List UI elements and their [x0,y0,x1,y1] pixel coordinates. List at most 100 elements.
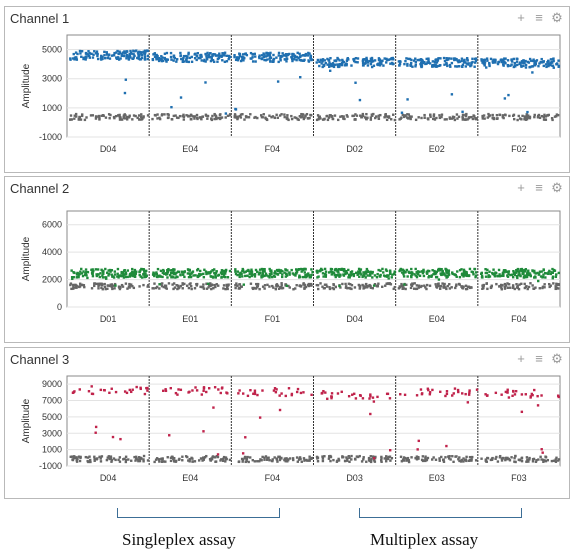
data-point [257,273,261,276]
data-point [307,284,311,288]
data-point [249,388,252,392]
menu-icon[interactable]: ≡ [535,351,543,366]
data-point [209,59,213,63]
data-point [474,271,478,274]
data-point [108,268,112,272]
data-point [195,58,198,62]
data-point [512,65,516,69]
data-point [168,273,172,277]
data-point [516,118,519,122]
data-point [220,458,223,461]
data-point [517,270,521,273]
menu-icon[interactable]: ≡ [535,180,543,195]
data-point [350,458,353,461]
data-point [437,267,441,271]
data-point [142,50,145,53]
data-point [167,282,171,285]
data-point [463,274,467,277]
data-point [432,114,436,118]
plus-icon[interactable]: + [517,10,525,25]
data-point [350,287,353,291]
data-point [417,284,421,287]
data-point [373,274,377,277]
data-point [298,58,301,62]
data-point [235,282,238,285]
data-point [120,270,123,274]
data-point [303,116,306,120]
gear-icon[interactable]: ⚙ [551,351,563,366]
data-point [299,114,302,118]
data-point [256,393,259,397]
data-point [484,275,488,278]
data-point [191,457,194,460]
y-tick-label: 4000 [42,247,62,257]
data-point [155,271,158,274]
data-point [113,270,117,273]
data-point [80,267,83,271]
data-point [237,392,240,395]
data-point [399,393,402,396]
data-point [128,286,131,289]
data-point [465,455,468,459]
data-point [418,274,422,277]
data-point [438,459,441,462]
data-point [173,286,177,289]
data-point [328,69,332,72]
data-point [353,286,357,289]
data-point [280,55,284,58]
data-point [112,276,116,279]
data-point [512,113,516,117]
data-point [199,285,202,289]
data-point [303,267,307,271]
data-point [233,53,236,57]
data-point [533,113,536,117]
data-point [135,456,138,460]
gear-icon[interactable]: ⚙ [551,10,563,25]
data-point [104,276,108,279]
data-point [378,63,382,67]
data-point [295,58,298,62]
data-point [467,63,470,66]
menu-icon[interactable]: ≡ [535,10,543,25]
plus-icon[interactable]: + [517,351,525,366]
data-point [72,287,75,290]
data-point [492,116,495,120]
gear-icon[interactable]: ⚙ [551,180,563,195]
data-point [117,458,120,462]
data-point [466,118,469,121]
data-point [423,60,426,64]
data-point [139,58,143,61]
data-point [191,460,194,463]
data-point [506,457,509,461]
data-point [349,287,352,290]
data-point [254,55,257,58]
negative-droplets [315,112,397,122]
data-point [88,51,91,55]
data-point [521,271,525,274]
plus-icon[interactable]: + [517,180,525,195]
data-point [465,271,468,274]
data-point [189,275,193,279]
data-point [205,55,208,58]
data-point [70,287,73,291]
data-point [345,270,348,273]
data-point [348,276,351,279]
data-point [170,58,173,61]
data-point [110,269,114,272]
data-point [69,283,72,287]
data-point [81,113,84,116]
channel-1-title: Channel 1 [10,10,70,26]
data-point [263,456,266,459]
data-point [143,49,147,52]
data-point [275,285,278,288]
data-point [378,274,381,278]
data-point [417,439,420,443]
data-point [462,271,466,274]
data-point [458,459,461,463]
data-point [507,396,511,399]
data-point [117,274,120,277]
data-point [218,52,221,55]
data-point [253,286,256,290]
data-point [170,118,174,121]
data-point [430,458,434,461]
